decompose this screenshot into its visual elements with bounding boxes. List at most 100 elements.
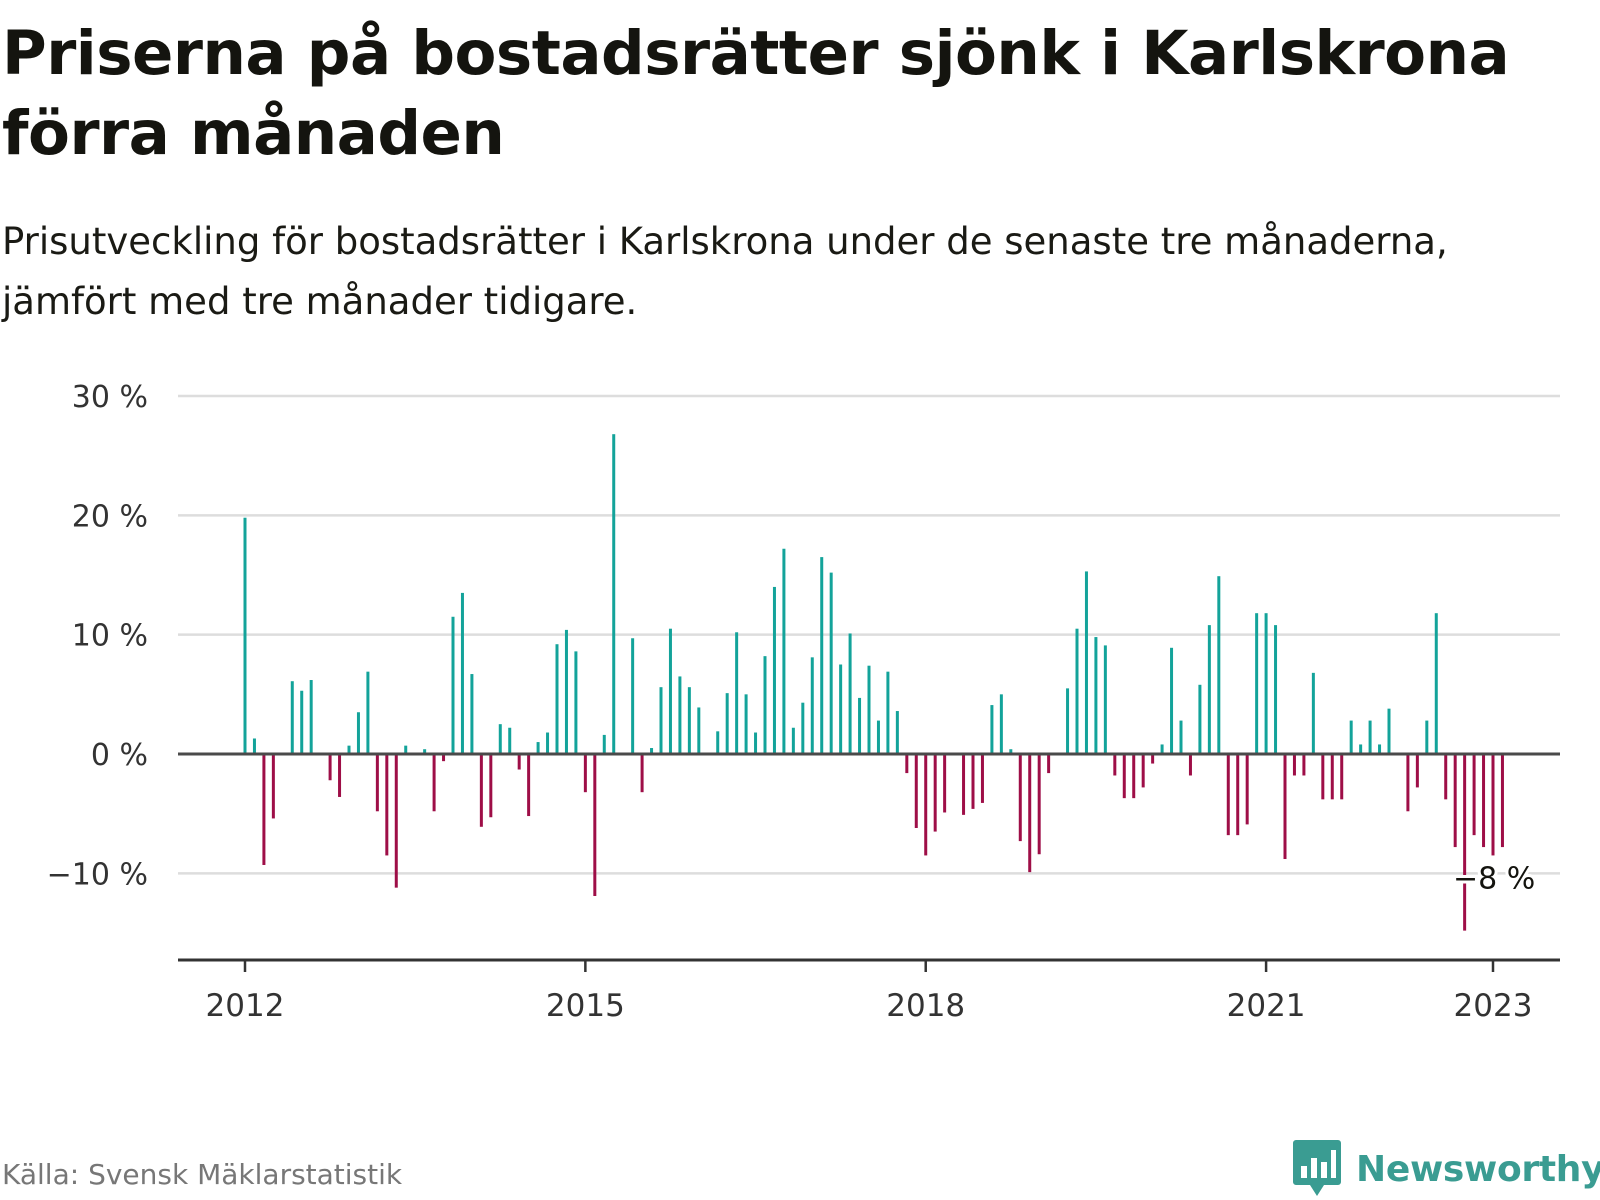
bar-chart-speech-bubble-icon xyxy=(1293,1140,1341,1196)
bar xyxy=(423,749,427,754)
bar xyxy=(309,680,313,754)
bar xyxy=(1500,754,1504,848)
bar xyxy=(460,592,464,754)
brand-name: Newsworthy xyxy=(1356,1148,1600,1190)
bar xyxy=(1245,754,1249,825)
x-tick-label: 2023 xyxy=(1454,988,1533,1024)
bar xyxy=(1274,625,1278,754)
bar xyxy=(791,727,795,754)
bars xyxy=(243,434,1504,931)
bar xyxy=(1122,754,1126,799)
bar xyxy=(631,638,635,754)
bar xyxy=(451,616,455,754)
bar xyxy=(1406,754,1410,812)
bar xyxy=(867,665,871,754)
bar xyxy=(1132,754,1136,799)
bar-chart: 30 % 20 % 10 % 0 % −10 % 2012 2015 2018 2021 202… xyxy=(47,380,1560,1024)
bar xyxy=(962,754,966,815)
bar xyxy=(564,629,568,754)
x-tick-label: 2015 xyxy=(546,988,625,1024)
bar xyxy=(1075,628,1079,754)
bar xyxy=(375,754,379,812)
bar xyxy=(668,628,672,754)
bar xyxy=(1198,684,1202,754)
bar xyxy=(1444,754,1448,800)
bar xyxy=(347,745,351,754)
bar xyxy=(546,732,550,754)
bar xyxy=(735,632,739,754)
bar xyxy=(1170,647,1174,754)
bar xyxy=(271,754,275,819)
bar xyxy=(1463,754,1467,931)
bar xyxy=(744,694,748,754)
bar xyxy=(1084,571,1088,754)
bar xyxy=(527,754,531,817)
y-tick-label: 10 % xyxy=(72,619,148,654)
bar xyxy=(1264,613,1268,754)
bar xyxy=(356,712,360,754)
bar xyxy=(574,651,578,754)
bar xyxy=(432,754,436,812)
bar xyxy=(385,754,389,856)
bar xyxy=(1047,754,1051,774)
chart-subtitle: Prisutveckling för bostadsrätter i Karls… xyxy=(2,220,1448,323)
bar xyxy=(1292,754,1296,776)
bar xyxy=(1103,645,1107,754)
y-axis-tick-labels: 30 % 20 % 10 % 0 % −10 % xyxy=(47,380,148,892)
bar xyxy=(829,572,833,754)
bar xyxy=(1349,720,1353,754)
bar xyxy=(1141,754,1145,788)
bar xyxy=(1283,754,1287,860)
bar xyxy=(1066,688,1070,754)
bar xyxy=(1311,672,1315,754)
bar xyxy=(1217,576,1221,754)
grid-lines xyxy=(178,394,1560,875)
bar xyxy=(725,693,729,754)
bar xyxy=(687,687,691,754)
bar xyxy=(801,702,805,754)
bar xyxy=(498,724,502,754)
bar xyxy=(1491,754,1495,856)
bar xyxy=(1037,754,1041,855)
bar xyxy=(895,711,899,754)
bar xyxy=(971,754,975,809)
bar xyxy=(1113,754,1117,776)
bar xyxy=(1434,613,1438,754)
bar xyxy=(924,754,928,856)
y-tick-label: −10 % xyxy=(47,857,148,892)
bar xyxy=(555,644,559,754)
bar xyxy=(1378,744,1382,754)
bar xyxy=(716,731,720,754)
bar xyxy=(1255,613,1259,754)
bar xyxy=(876,720,880,754)
bar xyxy=(650,748,654,754)
bar xyxy=(300,690,304,754)
bar xyxy=(697,707,701,754)
bar xyxy=(933,754,937,832)
brand-logo: Newsworthy xyxy=(1292,1138,1600,1200)
bar xyxy=(886,671,890,754)
bar xyxy=(404,745,408,754)
bar xyxy=(243,517,247,754)
bar xyxy=(1321,754,1325,800)
bar xyxy=(1226,754,1230,836)
bar xyxy=(1415,754,1419,788)
bar xyxy=(999,694,1003,754)
bar xyxy=(479,754,483,827)
bar xyxy=(1472,754,1476,836)
bar xyxy=(848,633,852,754)
bar xyxy=(262,754,266,865)
bar xyxy=(1302,754,1306,776)
bar xyxy=(470,674,474,754)
bar xyxy=(640,754,644,793)
bar xyxy=(1425,720,1429,754)
bar xyxy=(366,671,370,754)
bar xyxy=(659,687,663,754)
bar xyxy=(839,664,843,754)
x-tick-label: 2012 xyxy=(206,988,285,1024)
bar xyxy=(508,727,512,754)
bar xyxy=(1236,754,1240,836)
bar xyxy=(338,754,342,797)
bar xyxy=(1160,744,1164,754)
bar xyxy=(1453,754,1457,848)
